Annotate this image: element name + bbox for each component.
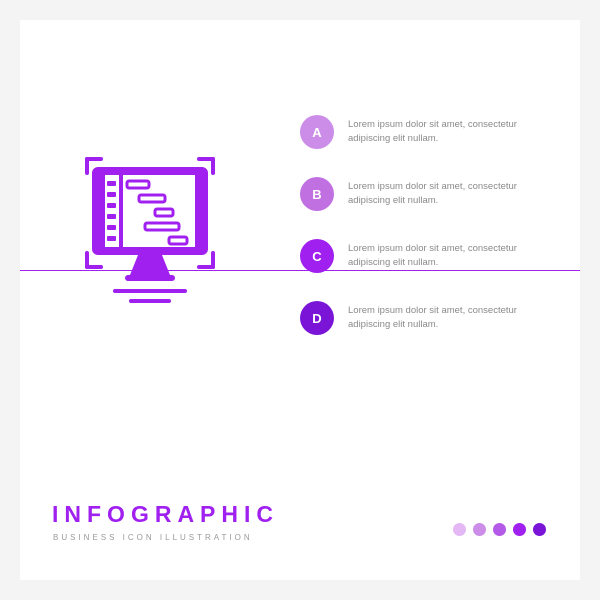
- dot-icon: [533, 523, 546, 536]
- item-text: Lorem ipsum dolor sit amet, consectetur …: [348, 304, 550, 332]
- item-badge: B: [300, 177, 334, 211]
- dot-icon: [453, 523, 466, 536]
- item-badge: C: [300, 239, 334, 273]
- item-badge: A: [300, 115, 334, 149]
- canvas: A Lorem ipsum dolor sit amet, consectetur…: [20, 20, 580, 580]
- footer-dots: [453, 523, 546, 536]
- monitor-gantt-icon: [75, 155, 225, 305]
- dot-icon: [493, 523, 506, 536]
- list-item: A Lorem ipsum dolor sit amet, consectetur…: [300, 115, 550, 149]
- dot-icon: [513, 523, 526, 536]
- footer-subtitle: BUSINESS ICON ILLUSTRATION: [53, 533, 253, 542]
- footer-title: INFOGRAPHIC: [52, 501, 279, 528]
- item-text: Lorem ipsum dolor sit amet, consectetur …: [348, 180, 550, 208]
- item-badge: D: [300, 301, 334, 335]
- list-item: C Lorem ipsum dolor sit amet, consectetur…: [300, 239, 550, 273]
- item-text: Lorem ipsum dolor sit amet, consectetur …: [348, 118, 550, 146]
- list-item: B Lorem ipsum dolor sit amet, consectetur…: [300, 177, 550, 211]
- list-item: D Lorem ipsum dolor sit amet, consectetur…: [300, 301, 550, 335]
- item-list: A Lorem ipsum dolor sit amet, consectetur…: [300, 115, 550, 363]
- item-text: Lorem ipsum dolor sit amet, consectetur …: [348, 242, 550, 270]
- dot-icon: [473, 523, 486, 536]
